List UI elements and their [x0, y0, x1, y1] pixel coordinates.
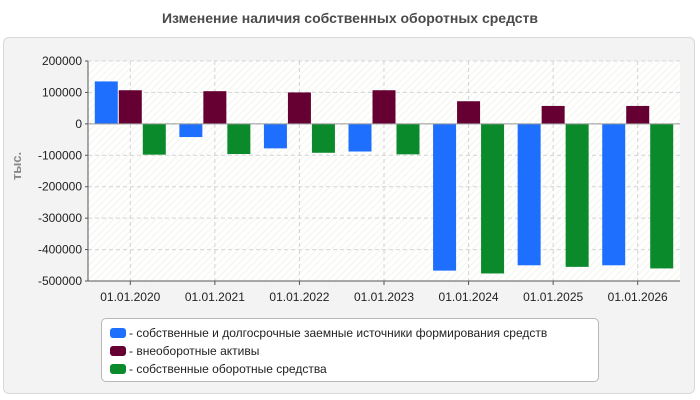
- y-tick-label: 100000: [42, 85, 82, 99]
- bar-series-1: [433, 123, 457, 271]
- bar-series-3: [396, 123, 420, 155]
- y-tick-label: -400000: [38, 243, 82, 257]
- bar-series-2: [541, 105, 565, 124]
- bar-series-2: [203, 91, 227, 124]
- bar-series-2: [118, 90, 142, 124]
- bar-series-3: [650, 123, 674, 269]
- chart-title: Изменение наличия собственных оборотных …: [161, 10, 539, 26]
- bar-series-1: [517, 123, 541, 266]
- legend: - собственные и долгосрочные заемные ист…: [101, 318, 599, 382]
- y-tick-label: -500000: [38, 274, 82, 288]
- legend-item-1: - собственные и долгосрочные заемные ист…: [110, 324, 598, 342]
- y-tick-label: -200000: [38, 180, 82, 194]
- bar-series-1: [602, 123, 626, 266]
- legend-swatch: [110, 328, 126, 338]
- legend-item-2: - внеоборотные активы: [110, 342, 598, 360]
- y-tick-labels: 200000 100000 0 -100000 -200000 -300000 -40000…: [38, 54, 82, 288]
- x-tick-labels: 01.01.2020 01.01.2021 01.01.2022 01.01.2023…: [100, 281, 668, 304]
- bar-series-2: [287, 92, 311, 124]
- legend-label: - внеоборотные активы: [129, 344, 260, 358]
- bar-series-1: [348, 123, 372, 152]
- x-tick-label: 01.01.2026: [608, 290, 668, 304]
- legend-swatch: [110, 364, 126, 374]
- bar-series-3: [565, 123, 589, 267]
- bar-series-3: [311, 123, 335, 153]
- bar-series-2: [457, 101, 481, 124]
- bar-series-2: [372, 90, 396, 124]
- bar-series-2: [626, 105, 650, 124]
- bar-series-3: [227, 123, 251, 155]
- y-tick-label: 0: [75, 117, 82, 131]
- y-axis-label: тыс.: [9, 152, 24, 180]
- bar-series-1: [263, 123, 287, 149]
- bar-series-3: [481, 123, 505, 274]
- legend-label: - собственные и долгосрочные заемные ист…: [129, 326, 548, 340]
- y-tick-label: -300000: [38, 211, 82, 225]
- bar-series-1: [179, 123, 203, 138]
- x-tick-label: 01.01.2022: [269, 290, 329, 304]
- bars: [94, 81, 674, 274]
- x-tick-label: 01.01.2024: [439, 290, 499, 304]
- x-tick-label: 01.01.2025: [523, 290, 583, 304]
- legend-label: - собственные оборотные средства: [129, 362, 327, 376]
- x-tick-label: 01.01.2021: [185, 290, 245, 304]
- y-tick-label: 200000: [42, 54, 82, 68]
- x-tick-label: 01.01.2023: [354, 290, 414, 304]
- x-tick-label: 01.01.2020: [100, 290, 160, 304]
- legend-swatch: [110, 346, 126, 356]
- legend-item-3: - собственные оборотные средства: [110, 360, 598, 378]
- bar-series-3: [142, 123, 166, 155]
- y-tick-label: -100000: [38, 148, 82, 162]
- bar-series-1: [94, 81, 118, 124]
